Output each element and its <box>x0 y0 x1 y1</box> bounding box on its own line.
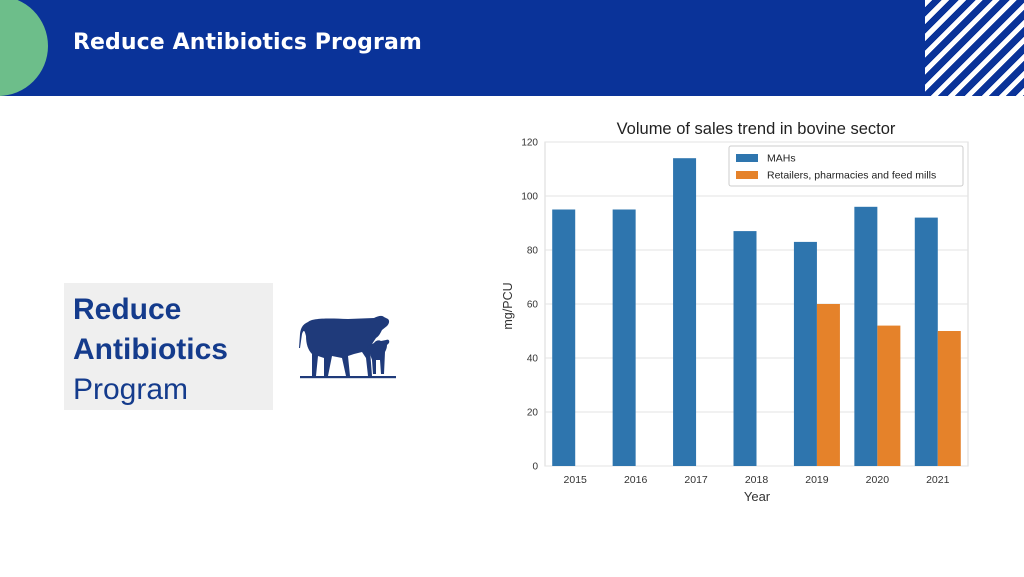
card-line-2: Antibiotics <box>73 333 228 366</box>
legend: MAHs Retailers, pharmacies and feed mills <box>728 145 964 187</box>
bar-2016-mahs <box>612 209 636 466</box>
bar-2015-mahs <box>552 209 576 466</box>
x-axis-label: Year <box>744 489 771 504</box>
y-tick-label: 0 <box>532 462 538 473</box>
legend-swatch <box>736 171 758 179</box>
bar-2020-mahs <box>854 206 878 467</box>
bar-2020-retailers <box>877 325 901 466</box>
sales-trend-chart: Volume of sales trend in bovine sector 0… <box>501 120 969 504</box>
decorative-stripes <box>925 0 1024 96</box>
bar-2017-mahs <box>673 158 697 466</box>
bar-2021-mahs <box>914 217 938 466</box>
axes: 0 20 40 60 80 100 120 2015 2016 2017 2018 2019 2020 2… <box>521 138 949 487</box>
y-tick-label: 80 <box>527 246 539 257</box>
x-tick-label: 2016 <box>624 474 648 486</box>
decorative-circle <box>0 0 48 96</box>
legend-box <box>728 145 964 187</box>
bar-2021-retailers <box>937 331 961 466</box>
y-axis-label: mg/PCU <box>501 282 515 329</box>
legend-label: MAHs <box>767 153 796 165</box>
legend-label: Retailers, pharmacies and feed mills <box>767 170 936 182</box>
x-tick-label: 2017 <box>684 474 708 486</box>
program-card: Reduce Antibiotics Program <box>64 283 273 410</box>
bar-2019-retailers <box>816 304 840 466</box>
bar-2018-mahs <box>733 231 757 466</box>
bars <box>552 158 961 467</box>
y-tick-label: 40 <box>527 354 539 365</box>
y-tick-label: 100 <box>521 192 538 203</box>
y-tick-label: 120 <box>521 138 538 149</box>
legend-swatch <box>736 154 758 162</box>
x-tick-label: 2018 <box>745 474 769 486</box>
y-tick-label: 20 <box>527 408 539 419</box>
x-tick-label: 2021 <box>926 474 950 486</box>
header-bar: Reduce Antibiotics Program <box>0 0 1024 96</box>
page-title: Reduce Antibiotics Program <box>73 30 422 55</box>
chart-title: Volume of sales trend in bovine sector <box>617 120 896 138</box>
cow-with-calf-icon <box>299 315 396 379</box>
x-tick-label: 2015 <box>564 474 588 486</box>
y-tick-label: 60 <box>527 300 539 311</box>
x-tick-label: 2020 <box>866 474 890 486</box>
card-line-1: Reduce <box>73 293 182 326</box>
card-line-3: Program <box>73 373 189 406</box>
x-tick-label: 2019 <box>805 474 829 486</box>
bar-2019-mahs <box>793 241 817 466</box>
